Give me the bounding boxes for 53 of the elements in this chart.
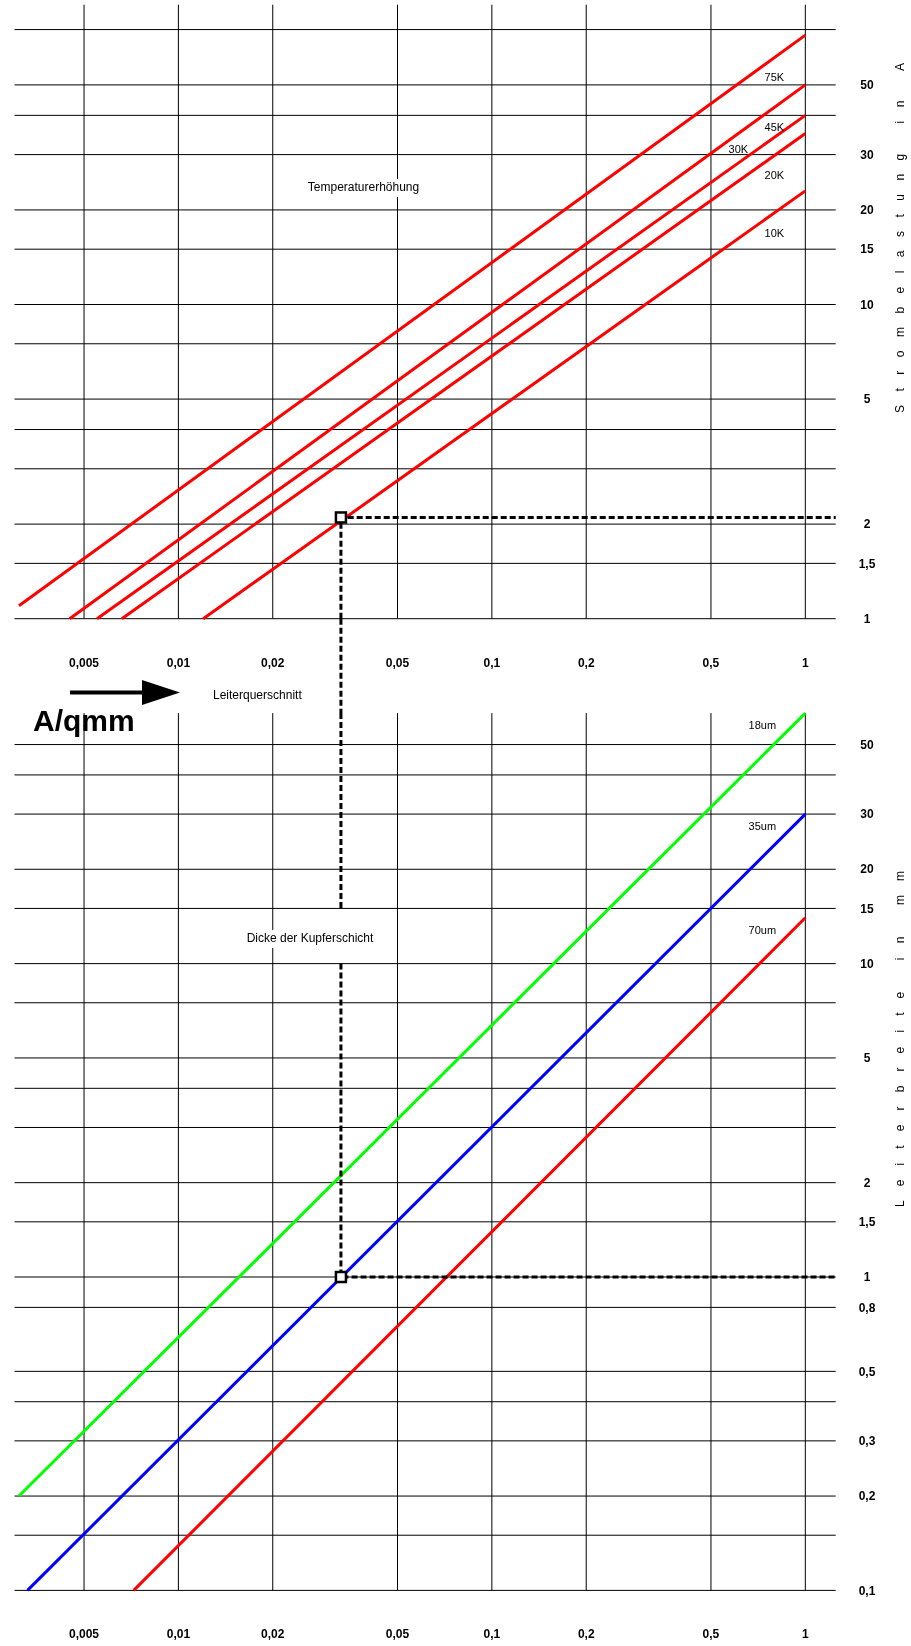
series-label: 18um	[748, 718, 777, 731]
x-tick-label: 1	[801, 1627, 809, 1641]
y-tick-label: 10	[860, 297, 874, 312]
x-tick-label: 0,005	[69, 656, 100, 670]
annotation: Dicke der Kupferschicht	[246, 931, 375, 945]
series-label: 75K	[764, 71, 785, 84]
y-tick-label: 30	[860, 147, 874, 162]
y-axis-title: Leiterbreite in mm	[893, 871, 908, 1207]
x-tick-label: 0,5	[702, 1627, 720, 1641]
y-tick-label: 2	[863, 1175, 871, 1190]
x-tick-label: 0,01	[166, 656, 191, 670]
x-tick-label: 0,01	[166, 1627, 191, 1641]
series-label: 30K	[728, 142, 749, 155]
y-tick-label: 0,3	[858, 1434, 876, 1449]
y-tick-label: 0,1	[858, 1583, 876, 1598]
y-tick-label: 2	[863, 517, 871, 532]
y-tick-label: 20	[860, 203, 874, 218]
y-tick-label: 1,5	[858, 556, 876, 571]
y-tick-label: 0,5	[858, 1364, 876, 1379]
x-tick-label: 0,05	[385, 656, 410, 670]
y-tick-label: 10	[860, 956, 874, 971]
y-tick-label: 0,8	[858, 1300, 876, 1315]
annotation: Temperaturerhöhung	[307, 180, 420, 194]
x-tick-label: 0,2	[577, 1627, 595, 1641]
x-tick-label: 0,005	[69, 1627, 100, 1641]
series-label: 45K	[764, 121, 785, 134]
y-tick-label: 50	[860, 78, 874, 93]
x-tick-label: 0,05	[385, 1627, 410, 1641]
y-axis-title: Strombelastung in A	[893, 63, 908, 413]
y-tick-label: 0,2	[858, 1489, 876, 1504]
series-label: 10K	[764, 226, 785, 239]
series-label: 70um	[748, 923, 777, 936]
series-label: 20K	[764, 169, 785, 182]
x-axis-title: Leiterquerschnitt	[213, 688, 303, 702]
y-tick-label: 1	[863, 611, 871, 626]
y-tick-label: 50	[860, 737, 874, 752]
x-tick-label: 0,1	[483, 656, 501, 670]
y-tick-label: 5	[863, 1051, 871, 1066]
y-tick-label: 15	[860, 242, 874, 257]
y-tick-label: 15	[860, 901, 874, 916]
x-tick-label: 0,5	[702, 656, 720, 670]
y-tick-label: 30	[860, 807, 874, 822]
series-label: 35um	[748, 819, 777, 832]
y-tick-label: 1	[863, 1270, 871, 1285]
x-tick-label: 0,1	[483, 1627, 501, 1641]
annotation: A/qmm	[33, 704, 135, 737]
x-tick-label: 1	[801, 656, 809, 670]
x-tick-label: 0,02	[261, 1627, 285, 1641]
y-tick-label: 1,5	[858, 1215, 876, 1230]
x-tick-label: 0,02	[261, 656, 285, 670]
y-tick-label: 5	[863, 392, 871, 407]
y-tick-label: 20	[860, 862, 874, 877]
x-tick-label: 0,2	[577, 656, 595, 670]
